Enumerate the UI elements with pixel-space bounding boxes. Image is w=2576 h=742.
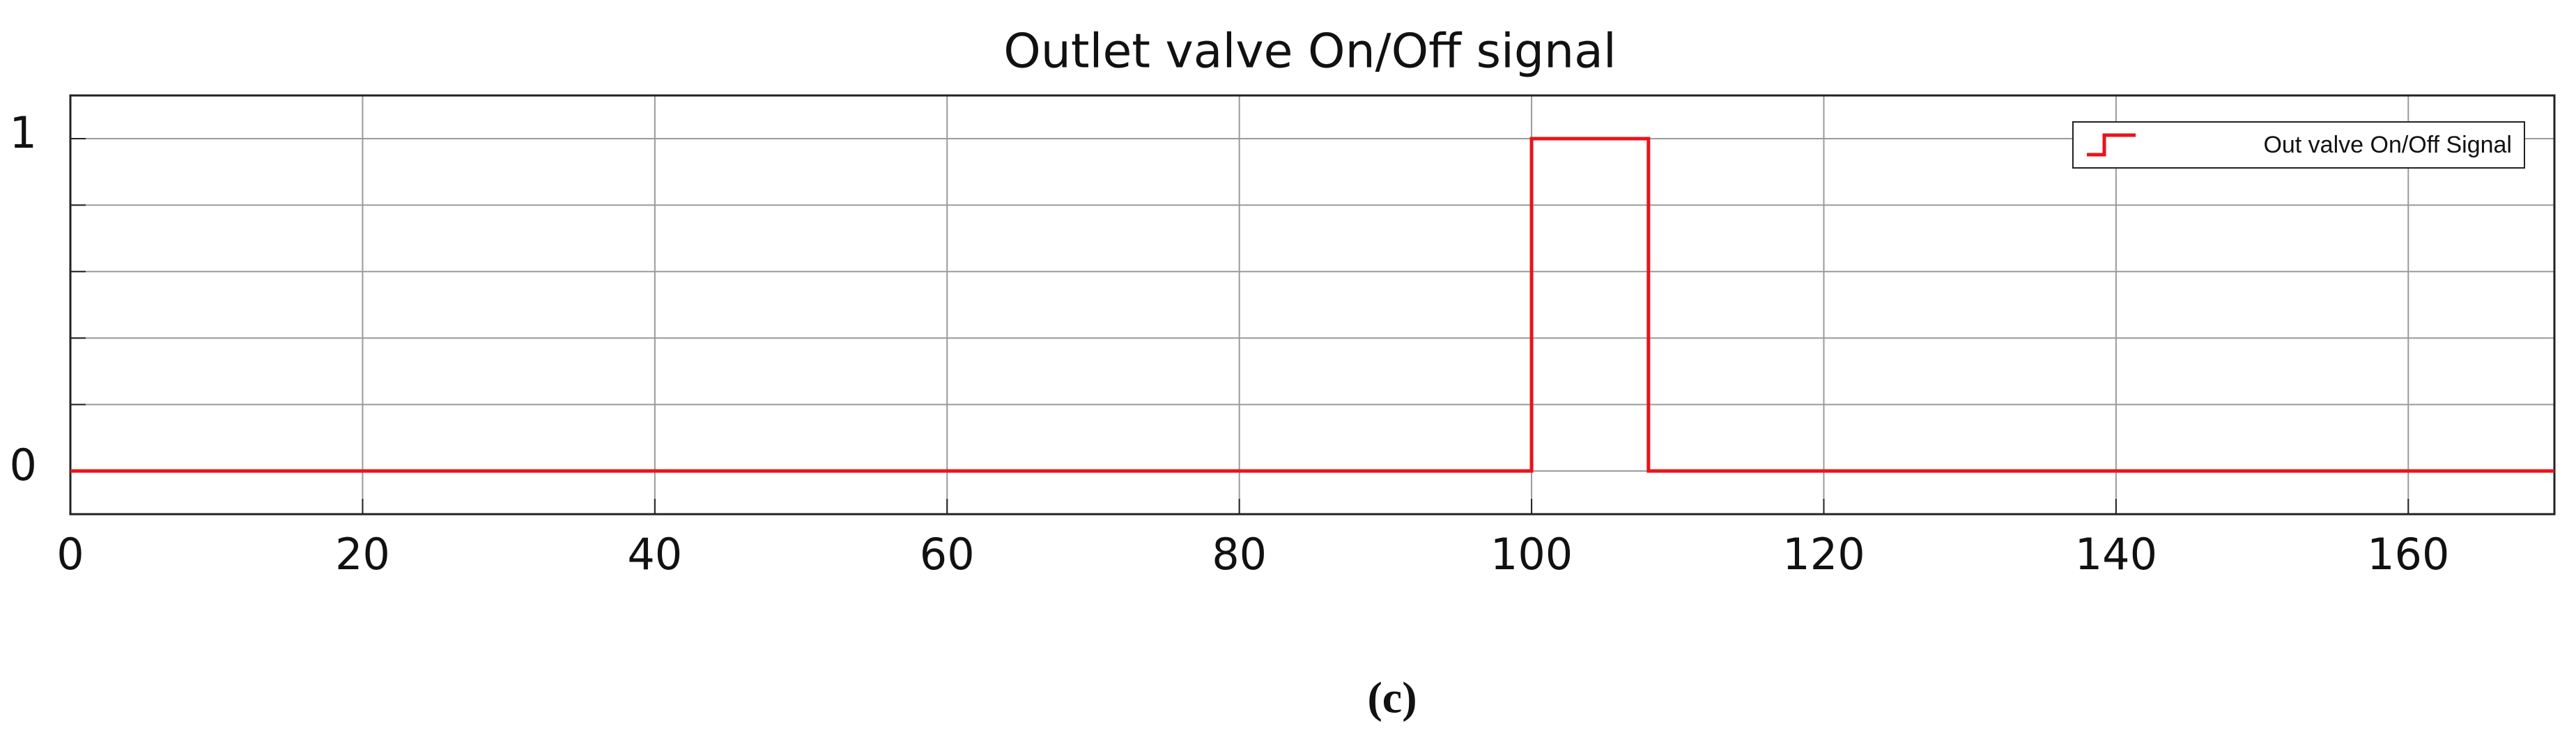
legend-swatch: [2087, 133, 2136, 157]
x-tick-label: 100: [1490, 529, 1573, 580]
x-tick-label: 60: [920, 529, 975, 580]
legend-label: Out valve On/Off Signal: [2263, 132, 2512, 158]
x-tick-label: 120: [1782, 529, 1865, 580]
y-tick-label: 1: [10, 107, 37, 158]
caption: (c): [1367, 673, 1417, 722]
x-tick-label: 140: [2075, 529, 2157, 580]
chart-title: Outlet valve On/Off signal: [1003, 24, 1616, 79]
x-tick-label: 20: [335, 529, 390, 580]
plot-frame: [69, 94, 2556, 516]
line: [70, 137, 2554, 473]
x-tick-label: 80: [1212, 529, 1267, 580]
y-tick-label: 0: [10, 440, 37, 490]
x-tick-label: 40: [627, 529, 682, 580]
x-tick-label: 160: [2367, 529, 2449, 580]
legend-box: [2072, 121, 2525, 169]
x-tick-label: 0: [56, 529, 84, 580]
